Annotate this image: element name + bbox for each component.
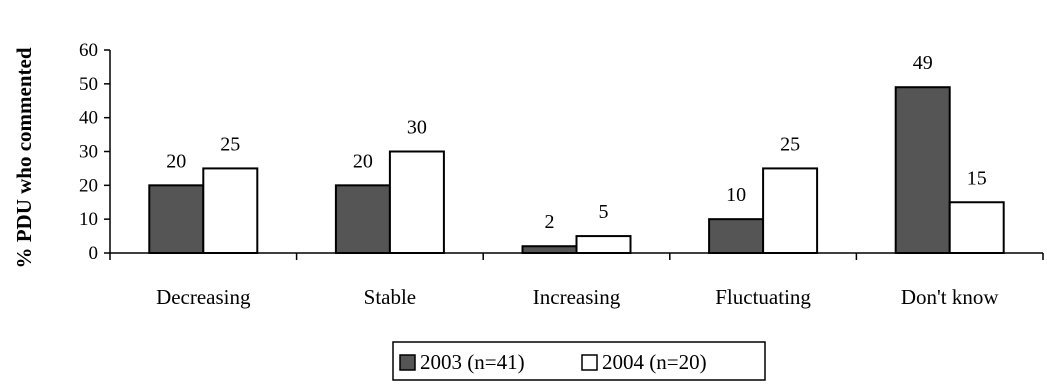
axes <box>109 50 1044 260</box>
data-label: 15 <box>967 167 987 189</box>
x-category-label: Decreasing <box>156 285 251 309</box>
data-label: 20 <box>353 150 373 172</box>
bar-series-2 <box>388 150 445 254</box>
x-category-label: Stable <box>364 285 417 309</box>
data-label: 25 <box>780 133 800 155</box>
data-label: 25 <box>220 133 240 155</box>
bars <box>148 86 1005 255</box>
data-label: 10 <box>726 184 746 206</box>
y-tick-label: 20 <box>79 175 98 196</box>
data-label: 5 <box>599 201 609 223</box>
data-label: 30 <box>407 117 427 139</box>
x-category-label: Fluctuating <box>715 285 811 309</box>
bar-series-1 <box>521 245 578 255</box>
y-tick-label: 0 <box>89 243 99 264</box>
x-category-label: Increasing <box>533 285 621 309</box>
bar-series-2 <box>575 235 632 254</box>
legend-swatch <box>399 354 416 371</box>
x-category-label: Don't know <box>901 285 1000 309</box>
data-label: 20 <box>166 150 186 172</box>
y-axis-label: % PDU who commented <box>12 47 36 268</box>
y-tick-label: 30 <box>79 142 98 163</box>
legend-label: 2003 (n=41) <box>420 350 525 374</box>
bar-series-2 <box>202 167 259 255</box>
legend: 2003 (n=41) 2004 (n=20) <box>392 341 766 381</box>
y-tick-label: 60 <box>79 40 98 61</box>
legend-swatch <box>581 354 598 371</box>
y-tick-label: 40 <box>79 108 98 129</box>
bar-series-2 <box>762 167 819 255</box>
bar-series-1 <box>894 86 951 255</box>
data-label: 2 <box>545 211 555 233</box>
y-tick-label: 50 <box>79 74 98 95</box>
bar-series-1 <box>148 184 205 254</box>
category-labels: Decreasing Stable Increasing Fluctuating Don… <box>156 285 999 309</box>
y-tick-label: 10 <box>79 209 98 230</box>
legend-label: 2004 (n=20) <box>602 350 707 374</box>
legend-box <box>392 341 766 381</box>
bar-series-1 <box>334 184 391 254</box>
bar-series-1 <box>708 218 765 255</box>
data-label: 49 <box>913 52 933 74</box>
y-ticks: 0 10 20 30 40 50 60 <box>79 40 110 264</box>
bar-series-2 <box>948 201 1005 254</box>
